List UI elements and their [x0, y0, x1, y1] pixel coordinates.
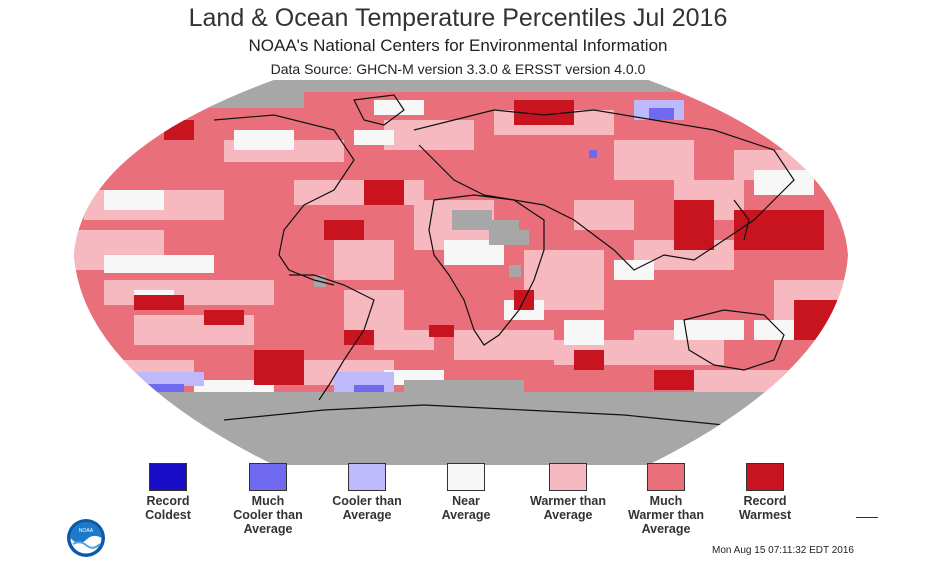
legend-swatch-cooler — [348, 463, 386, 491]
legend-swatch-much-warmer — [647, 463, 685, 491]
legend-label-much-warmer: Much Warmer than Average — [628, 494, 704, 536]
legend-item-much-warmer: Much Warmer than Average — [618, 463, 714, 536]
map-subtitle: NOAA's National Centers for Environmenta… — [248, 36, 668, 55]
map-title: Land & Ocean Temperature Percentiles Jul… — [188, 4, 728, 32]
noaa-logo-text: NOAA — [79, 528, 94, 534]
legend-swatch-warmer — [549, 463, 587, 491]
divider-line — [856, 517, 878, 518]
legend-swatch-record-warmest — [746, 463, 784, 491]
legend-swatch-much-cooler — [249, 463, 287, 491]
world-map — [74, 80, 848, 465]
legend-item-record-warmest: Record Warmest — [717, 463, 813, 522]
timestamp: Mon Aug 15 07:11:32 EDT 2016 — [712, 545, 854, 556]
percentile-map-svg — [74, 80, 848, 465]
legend-item-near-average: Near Average — [418, 463, 514, 522]
legend-swatch-record-coldest — [149, 463, 187, 491]
legend-item-record-coldest: Record Coldest — [120, 463, 216, 522]
legend-item-warmer: Warmer than Average — [520, 463, 616, 522]
legend-label-record-warmest: Record Warmest — [738, 494, 792, 522]
coastlines — [213, 94, 795, 426]
legend-label-cooler: Cooler than Average — [332, 494, 402, 522]
legend-item-much-cooler: Much Cooler than Average — [220, 463, 316, 536]
noaa-logo-icon: NOAA — [67, 519, 105, 557]
legend: Record Coldest Much Cooler than Average Coo… — [120, 463, 820, 543]
legend-label-near-average: Near Average — [441, 494, 491, 522]
data-source-text: Data Source: GHCN-M version 3.3.0 & ERSS… — [270, 61, 646, 77]
legend-swatch-near-average — [447, 463, 485, 491]
legend-item-cooler: Cooler than Average — [319, 463, 415, 522]
legend-label-record-coldest: Record Coldest — [145, 494, 191, 522]
legend-label-warmer: Warmer than Average — [530, 494, 606, 522]
legend-label-much-cooler: Much Cooler than Average — [233, 494, 303, 536]
